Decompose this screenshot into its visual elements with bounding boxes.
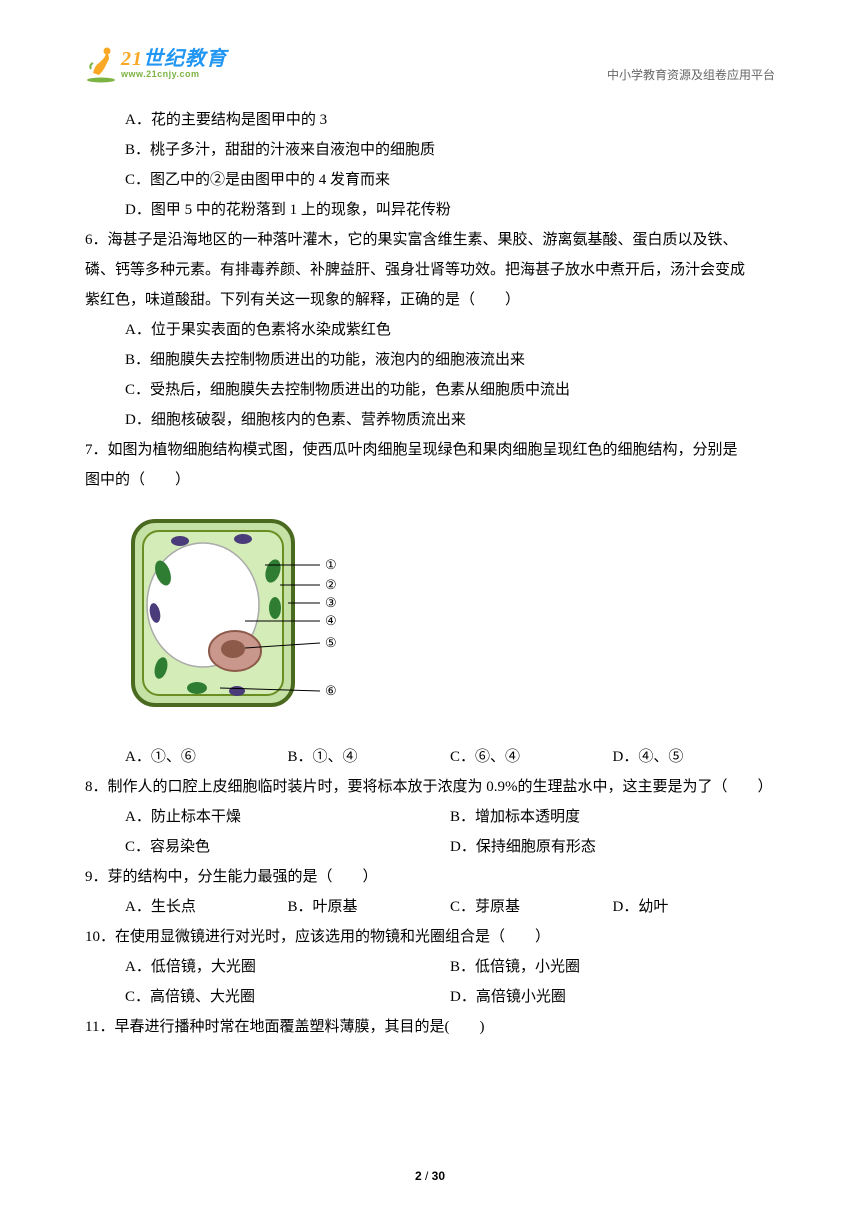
q9-text: 9．芽的结构中，分生能力最强的是（ ） — [85, 862, 775, 892]
cell-label-3: ③ — [325, 595, 337, 610]
option-c: C．图乙中的②是由图甲中的 4 发育而来 — [125, 165, 775, 195]
q6-option-a: A．位于果实表面的色素将水染成紫红色 — [125, 315, 775, 345]
q8-options-row1: A．防止标本干燥 B．增加标本透明度 — [125, 802, 775, 832]
q6-option-b: B．细胞膜失去控制物质进出的功能，液泡内的细胞液流出来 — [125, 345, 775, 375]
q6-text-line1: 6．海甚子是沿海地区的一种落叶灌木，它的果实富含维生素、果胶、游离氨基酸、蛋白质… — [85, 225, 775, 255]
question-11: 11．早春进行播种时常在地面覆盖塑料薄膜，其目的是( ) — [85, 1012, 775, 1042]
logo: 21世纪教育 www.21cnjy.com — [85, 45, 227, 83]
page-footer: 2 / 30 — [0, 1164, 860, 1188]
q10-option-d: D．高倍镜小光圈 — [450, 982, 775, 1012]
q9-option-b: B．叶原基 — [288, 892, 451, 922]
page-current: 2 — [415, 1169, 422, 1183]
q11-text: 11．早春进行播种时常在地面覆盖塑料薄膜，其目的是( ) — [85, 1012, 775, 1042]
q10-options-row2: C．高倍镜、大光圈 D．高倍镜小光圈 — [125, 982, 775, 1012]
q7-text-line1: 7．如图为植物细胞结构模式图，使西瓜叶肉细胞呈现绿色和果肉细胞呈现红色的细胞结构… — [85, 435, 775, 465]
q8-option-c: C．容易染色 — [125, 832, 450, 862]
question-9: 9．芽的结构中，分生能力最强的是（ ） A．生长点 B．叶原基 C．芽原基 D．… — [85, 862, 775, 922]
q6-text-line2: 磷、钙等多种元素。有排毒养颜、补脾益肝、强身壮肾等功效。把海甚子放水中煮开后，汤… — [85, 255, 775, 285]
q8-option-d: D．保持细胞原有形态 — [450, 832, 775, 862]
q10-options-row1: A．低倍镜，大光圈 B．低倍镜，小光圈 — [125, 952, 775, 982]
cell-label-6: ⑥ — [325, 683, 337, 698]
q6-option-d: D．细胞核破裂，细胞核内的色素、营养物质流出来 — [125, 405, 775, 435]
q8-option-b: B．增加标本透明度 — [450, 802, 775, 832]
cell-label-4: ④ — [325, 613, 337, 628]
q7-option-a: A．①、⑥ — [125, 742, 288, 772]
q8-text: 8．制作人的口腔上皮细胞临时装片时，要将标本放于浓度为 0.9%的生理盐水中，这… — [85, 772, 775, 802]
q10-option-c: C．高倍镜、大光圈 — [125, 982, 450, 1012]
q10-option-a: A．低倍镜，大光圈 — [125, 952, 450, 982]
runner-icon — [85, 45, 117, 83]
q10-option-b: B．低倍镜，小光圈 — [450, 952, 775, 982]
q9-option-d: D．幼叶 — [613, 892, 776, 922]
plant-cell-diagram: ① ② ③ ④ ⑤ ⑥ — [125, 513, 350, 713]
cell-label-2: ② — [325, 577, 337, 592]
question-7: 7．如图为植物细胞结构模式图，使西瓜叶肉细胞呈现绿色和果肉细胞呈现红色的细胞结构… — [85, 435, 775, 772]
option-a: A．花的主要结构是图甲中的 3 — [125, 105, 775, 135]
q7-options: A．①、⑥ B．①、④ C．⑥、④ D．④、⑤ — [125, 742, 775, 772]
question-8: 8．制作人的口腔上皮细胞临时装片时，要将标本放于浓度为 0.9%的生理盐水中，这… — [85, 772, 775, 862]
logo-url: www.21cnjy.com — [121, 70, 227, 80]
q7-option-c: C．⑥、④ — [450, 742, 613, 772]
content: A．花的主要结构是图甲中的 3 B．桃子多汁，甜甜的汁液来自液泡中的细胞质 C．… — [85, 105, 775, 1042]
q6-text-line3: 紫红色，味道酸甜。下列有关这一现象的解释，正确的是（ ） — [85, 285, 775, 315]
page-total: 30 — [432, 1169, 445, 1183]
option-d: D．图甲 5 中的花粉落到 1 上的现象，叫异花传粉 — [125, 195, 775, 225]
q8-option-a: A．防止标本干燥 — [125, 802, 450, 832]
question-6: 6．海甚子是沿海地区的一种落叶灌木，它的果实富含维生素、果胶、游离氨基酸、蛋白质… — [85, 225, 775, 435]
page-sep: / — [422, 1169, 432, 1183]
q8-options-row2: C．容易染色 D．保持细胞原有形态 — [125, 832, 775, 862]
q7-text-line2: 图中的（ ） — [85, 465, 775, 495]
cell-label-1: ① — [325, 557, 337, 572]
logo-21: 21 — [121, 48, 143, 70]
question-10: 10．在使用显微镜进行对光时，应该选用的物镜和光圈组合是（ ） A．低倍镜，大光… — [85, 922, 775, 1012]
cell-label-5: ⑤ — [325, 635, 337, 650]
q9-option-a: A．生长点 — [125, 892, 288, 922]
logo-edu: 世纪教育 — [143, 48, 227, 70]
q7-option-b: B．①、④ — [288, 742, 451, 772]
q7-option-d: D．④、⑤ — [613, 742, 776, 772]
header-subtitle: 中小学教育资源及组卷应用平台 — [607, 63, 775, 87]
logo-text: 21世纪教育 www.21cnjy.com — [121, 48, 227, 80]
q9-option-c: C．芽原基 — [450, 892, 613, 922]
q6-option-c: C．受热后，细胞膜失去控制物质进出的功能，色素从细胞质中流出 — [125, 375, 775, 405]
q10-text: 10．在使用显微镜进行对光时，应该选用的物镜和光圈组合是（ ） — [85, 922, 775, 952]
page-header: 21世纪教育 www.21cnjy.com 中小学教育资源及组卷应用平台 — [85, 45, 775, 87]
q9-options: A．生长点 B．叶原基 C．芽原基 D．幼叶 — [125, 892, 775, 922]
option-b: B．桃子多汁，甜甜的汁液来自液泡中的细胞质 — [125, 135, 775, 165]
